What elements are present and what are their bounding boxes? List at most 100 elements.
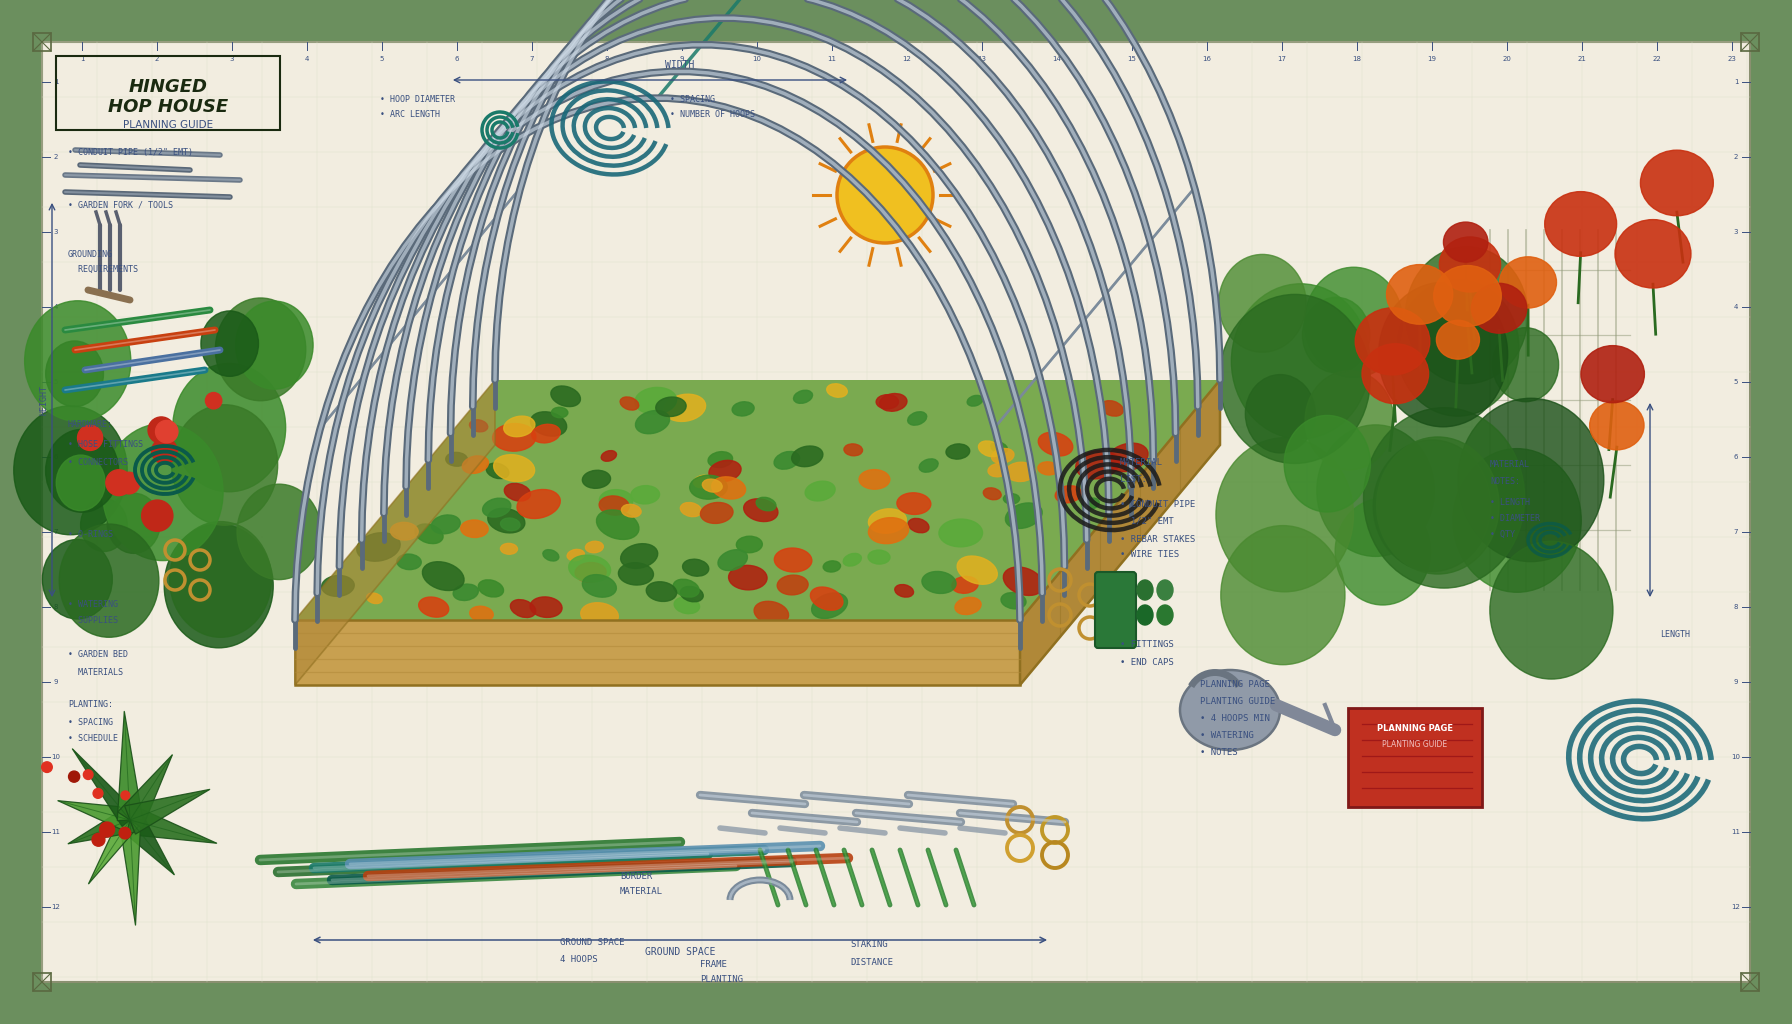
Ellipse shape <box>620 397 638 410</box>
Ellipse shape <box>1158 605 1174 625</box>
Ellipse shape <box>647 582 677 601</box>
Text: • CONDUIT PIPE: • CONDUIT PIPE <box>1120 500 1195 509</box>
Ellipse shape <box>1220 525 1346 665</box>
Text: • FITTINGS: • FITTINGS <box>1120 640 1174 649</box>
Text: SUPPLIES: SUPPLIES <box>68 616 118 625</box>
Ellipse shape <box>530 597 563 617</box>
Ellipse shape <box>1005 462 1036 481</box>
Ellipse shape <box>631 485 659 504</box>
Ellipse shape <box>702 479 722 493</box>
Circle shape <box>91 834 106 846</box>
Ellipse shape <box>792 446 823 467</box>
Text: • ARC LENGTH: • ARC LENGTH <box>380 110 441 119</box>
Ellipse shape <box>543 550 559 561</box>
Ellipse shape <box>622 504 642 517</box>
Text: 7: 7 <box>530 56 534 62</box>
FancyBboxPatch shape <box>1348 708 1482 807</box>
Ellipse shape <box>711 477 745 499</box>
Text: 9: 9 <box>679 56 685 62</box>
Ellipse shape <box>805 481 835 501</box>
Ellipse shape <box>694 475 713 487</box>
Text: 8: 8 <box>604 56 609 62</box>
Text: 5: 5 <box>1735 379 1738 385</box>
Ellipse shape <box>1055 485 1081 503</box>
Text: 5: 5 <box>54 379 57 385</box>
Ellipse shape <box>432 515 461 534</box>
Polygon shape <box>296 620 1020 685</box>
Ellipse shape <box>701 503 733 523</box>
Ellipse shape <box>416 524 443 544</box>
Circle shape <box>118 827 131 839</box>
Ellipse shape <box>581 603 618 627</box>
Ellipse shape <box>1158 580 1174 600</box>
Ellipse shape <box>1453 449 1581 592</box>
Ellipse shape <box>597 510 640 540</box>
Text: 8: 8 <box>1733 604 1738 610</box>
Ellipse shape <box>43 540 113 618</box>
Ellipse shape <box>1615 219 1692 288</box>
Ellipse shape <box>909 518 928 532</box>
Text: HINGED: HINGED <box>129 78 208 96</box>
Ellipse shape <box>826 384 848 397</box>
Ellipse shape <box>968 395 982 407</box>
Circle shape <box>106 470 133 496</box>
Text: 23: 23 <box>1727 56 1736 62</box>
Polygon shape <box>125 806 217 843</box>
Ellipse shape <box>482 498 511 517</box>
Ellipse shape <box>1489 542 1613 679</box>
Text: 9: 9 <box>1733 679 1738 685</box>
Ellipse shape <box>894 585 914 597</box>
Ellipse shape <box>172 404 278 525</box>
Text: • O-RINGS: • O-RINGS <box>68 530 113 539</box>
Text: • END CAPS: • END CAPS <box>1120 658 1174 667</box>
Ellipse shape <box>634 387 677 414</box>
Text: 14: 14 <box>1052 56 1061 62</box>
Text: 6: 6 <box>54 454 59 460</box>
Circle shape <box>77 425 102 451</box>
Ellipse shape <box>1439 237 1500 292</box>
Ellipse shape <box>235 301 314 389</box>
Ellipse shape <box>1443 222 1487 262</box>
Ellipse shape <box>618 562 654 585</box>
Ellipse shape <box>636 411 670 434</box>
Ellipse shape <box>620 544 658 568</box>
Ellipse shape <box>1405 247 1529 384</box>
Text: 3: 3 <box>54 229 59 234</box>
Ellipse shape <box>858 470 891 489</box>
Text: • QTY: • QTY <box>1489 530 1514 539</box>
Ellipse shape <box>1493 328 1559 401</box>
Text: HEIGHT: HEIGHT <box>39 385 48 415</box>
Text: 4: 4 <box>305 56 310 62</box>
Ellipse shape <box>56 455 106 511</box>
Ellipse shape <box>844 443 862 456</box>
Text: PLANNING PAGE: PLANNING PAGE <box>1376 724 1453 733</box>
Ellipse shape <box>487 508 525 532</box>
Ellipse shape <box>681 587 702 602</box>
Text: • SPACING: • SPACING <box>68 718 113 727</box>
Ellipse shape <box>530 412 566 436</box>
Ellipse shape <box>1364 408 1525 588</box>
Text: 12: 12 <box>1731 904 1740 910</box>
Ellipse shape <box>1075 451 1120 479</box>
Circle shape <box>156 421 177 442</box>
Ellipse shape <box>690 475 728 499</box>
Text: 9: 9 <box>54 679 59 685</box>
Ellipse shape <box>1219 254 1306 352</box>
Ellipse shape <box>710 461 742 481</box>
Ellipse shape <box>504 416 534 436</box>
Ellipse shape <box>794 390 812 403</box>
Ellipse shape <box>59 524 159 637</box>
Text: MATERIAL: MATERIAL <box>1489 460 1530 469</box>
Ellipse shape <box>582 574 616 597</box>
Text: • WATERING: • WATERING <box>1201 731 1254 740</box>
Circle shape <box>68 771 79 782</box>
Text: 12: 12 <box>52 904 61 910</box>
Ellipse shape <box>486 463 509 478</box>
Text: 13: 13 <box>977 56 987 62</box>
Polygon shape <box>116 712 143 820</box>
Ellipse shape <box>898 493 930 514</box>
Ellipse shape <box>1179 670 1279 750</box>
Ellipse shape <box>321 575 355 596</box>
Circle shape <box>100 822 115 837</box>
Ellipse shape <box>729 565 767 590</box>
